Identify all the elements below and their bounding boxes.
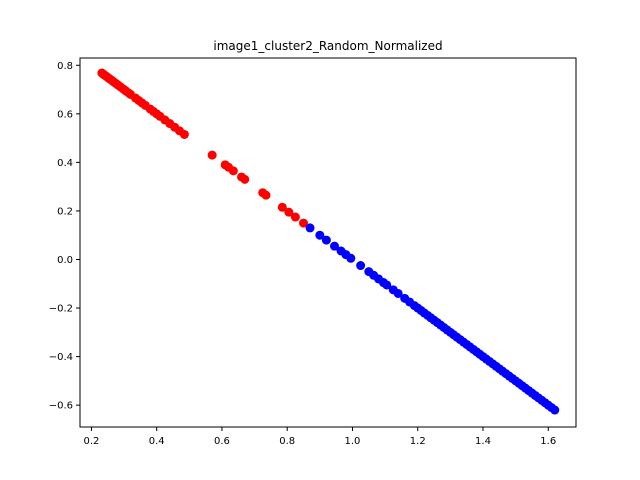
data-point bbox=[228, 166, 238, 176]
y-tick-label: −0.6 bbox=[49, 401, 73, 412]
x-tick-label: 0.2 bbox=[83, 436, 99, 447]
data-point bbox=[550, 405, 560, 415]
chart-title: image1_cluster2_Random_Normalized bbox=[213, 39, 442, 53]
y-tick-label: 0.6 bbox=[57, 109, 73, 120]
y-axis: −0.6 −0.4 −0.2 0.0 0.2 0.4 0.6 0.8 bbox=[49, 61, 80, 412]
data-point bbox=[299, 218, 309, 228]
plot-frame bbox=[79, 57, 577, 428]
data-point bbox=[261, 190, 271, 200]
data-point bbox=[356, 261, 366, 271]
data-point bbox=[382, 280, 392, 290]
data-point bbox=[315, 230, 325, 240]
data-point bbox=[393, 288, 403, 298]
data-point bbox=[305, 223, 315, 233]
x-axis: 0.2 0.4 0.6 0.8 1.0 1.2 1.4 1.6 bbox=[83, 427, 556, 447]
data-point bbox=[207, 150, 217, 160]
y-tick-label: 0.0 bbox=[57, 255, 73, 266]
x-tick-label: 1.2 bbox=[410, 436, 426, 447]
data-point bbox=[290, 212, 300, 222]
y-tick-label: −0.2 bbox=[49, 304, 73, 315]
x-tick-label: 1.0 bbox=[345, 436, 361, 447]
data-point bbox=[346, 253, 356, 263]
data-point bbox=[284, 207, 294, 217]
x-tick-label: 1.6 bbox=[540, 436, 556, 447]
data-point bbox=[277, 202, 287, 212]
data-points bbox=[97, 68, 560, 415]
x-tick-label: 0.8 bbox=[279, 436, 295, 447]
y-tick-label: −0.4 bbox=[49, 352, 73, 363]
data-point bbox=[240, 174, 250, 184]
y-tick-label: 0.4 bbox=[57, 158, 73, 169]
x-tick-label: 0.4 bbox=[149, 436, 165, 447]
y-tick-label: 0.8 bbox=[57, 61, 73, 72]
x-tick-label: 0.6 bbox=[214, 436, 230, 447]
x-tick-label: 1.4 bbox=[475, 436, 491, 447]
data-point bbox=[321, 235, 331, 245]
data-point bbox=[330, 241, 340, 251]
y-tick-label: 0.2 bbox=[57, 206, 73, 217]
data-point bbox=[179, 129, 189, 139]
